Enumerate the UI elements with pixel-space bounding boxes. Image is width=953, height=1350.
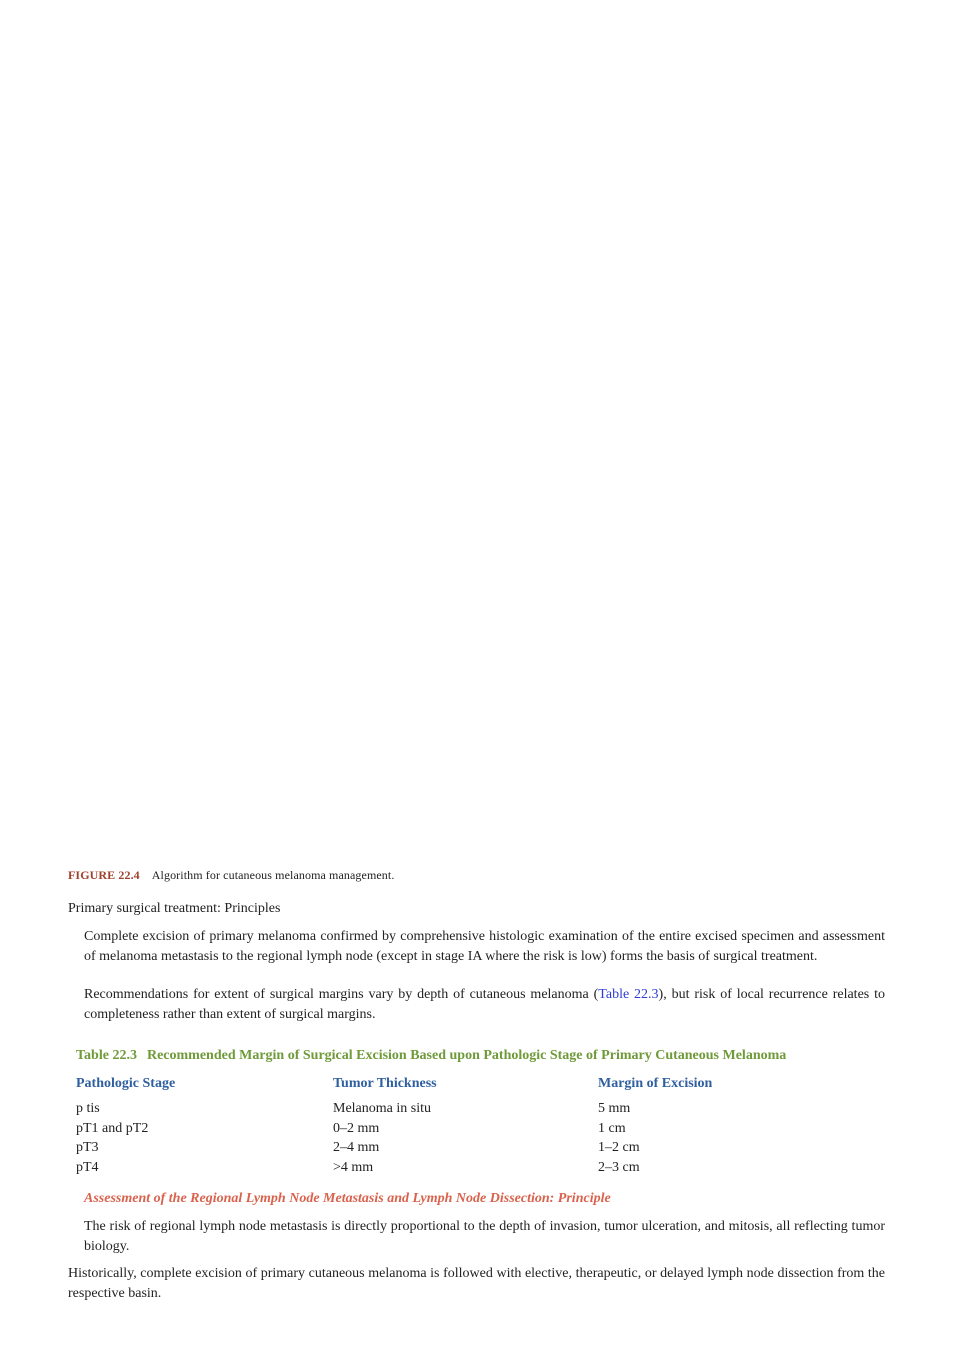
section-heading: Primary surgical treatment: Principles [68,901,281,916]
table-cell: 2–4 mm [333,1140,380,1155]
table-cell: Melanoma in situ [333,1101,431,1116]
table-title: Table 22.3 Recommended Margin of Surgical… [76,1048,786,1064]
table-reference-link[interactable]: Table 22.3 [598,987,659,1002]
header-pathologic-stage: Pathologic Stage [76,1076,176,1091]
table-number: Table 22.3 [76,1048,137,1063]
lymph-node-subheading: Assessment of the Regional Lymph Node Me… [84,1191,611,1206]
table-cell: pT1 and pT2 [76,1120,149,1136]
paragraph-excision: Complete excision of primary melanoma co… [84,929,885,964]
table-cell: 1 cm [598,1120,626,1136]
table-title-text: Recommended Margin of Surgical Excision … [146,1048,787,1063]
table-cell: 0–2 mm [333,1120,380,1136]
paragraph-lymph-history: Historically, complete excision of prima… [68,1266,885,1301]
table-cell: 2–3 cm [598,1159,640,1175]
paragraph-margins-text-1: Recommendations for extent of surgical m… [84,987,599,1002]
table-header-row: Pathologic Stage Tumor Thickness Margin … [76,1074,856,1101]
table-cell: pT4 [76,1159,99,1175]
table-row: pT3 2–4 mm 1–2 cm [76,1140,856,1160]
table-row: p tis Melanoma in situ 5 mm [76,1101,856,1121]
paragraph-margins-text-2: ), but risk of local recurrence relates … [84,987,885,1022]
header-margin-of-excision: Margin of Excision [598,1076,713,1091]
paragraph-lymph-risk: The risk of regional lymph node metastas… [84,1219,885,1254]
figure-caption: FIGURE 22.4 Algorithm for cutaneous melan… [68,868,394,883]
figure-caption-text: Algorithm for cutaneous melanoma managem… [151,868,395,882]
table-cell: 5 mm [598,1101,631,1116]
header-tumor-thickness: Tumor Thickness [333,1076,437,1091]
table-cell: p tis [76,1101,100,1116]
figure-label: FIGURE 22.4 [68,868,140,882]
table-row: pT1 and pT2 0–2 mm 1 cm [76,1121,856,1141]
table-cell: 1–2 cm [598,1140,640,1155]
margin-table: Pathologic Stage Tumor Thickness Margin … [76,1074,856,1179]
table-cell: pT3 [76,1140,99,1155]
table-row: pT4 >4 mm 2–3 cm [76,1160,856,1180]
paragraph-margins: Recommendations for extent of surgical m… [84,985,885,1024]
table-cell: >4 mm [333,1159,374,1175]
